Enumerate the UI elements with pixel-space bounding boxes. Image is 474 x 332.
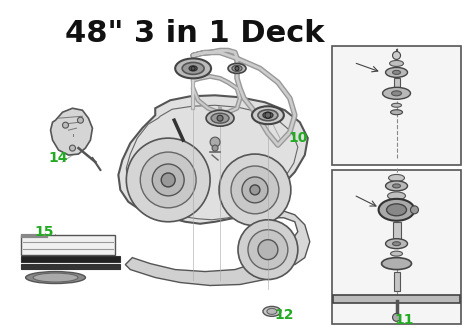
Ellipse shape — [175, 58, 211, 78]
Bar — [393, 272, 400, 291]
Ellipse shape — [258, 110, 278, 121]
Ellipse shape — [189, 66, 197, 71]
Polygon shape — [125, 255, 285, 286]
Ellipse shape — [267, 308, 277, 314]
Circle shape — [191, 66, 195, 70]
Text: 10: 10 — [288, 131, 308, 145]
Ellipse shape — [232, 65, 242, 71]
Bar — [21, 256, 120, 262]
Text: 11: 11 — [395, 313, 414, 327]
Text: 14: 14 — [49, 151, 68, 165]
Circle shape — [63, 122, 69, 128]
Circle shape — [410, 206, 419, 214]
Ellipse shape — [387, 204, 407, 216]
Circle shape — [392, 51, 401, 59]
Circle shape — [212, 145, 218, 151]
Bar — [332, 45, 461, 165]
Polygon shape — [118, 95, 308, 224]
Circle shape — [161, 173, 175, 187]
Bar — [393, 78, 400, 88]
Circle shape — [217, 115, 223, 121]
Circle shape — [70, 145, 75, 151]
Ellipse shape — [392, 70, 401, 74]
Text: 12: 12 — [274, 308, 293, 322]
Ellipse shape — [392, 91, 401, 96]
Ellipse shape — [211, 113, 229, 123]
Ellipse shape — [182, 62, 204, 74]
Circle shape — [231, 166, 279, 214]
Ellipse shape — [392, 242, 401, 246]
Ellipse shape — [392, 103, 401, 107]
Circle shape — [248, 230, 288, 270]
Ellipse shape — [385, 239, 408, 249]
Ellipse shape — [379, 199, 414, 221]
Ellipse shape — [206, 110, 234, 126]
Bar — [332, 170, 461, 324]
Bar — [333, 295, 460, 303]
Circle shape — [238, 220, 298, 280]
Polygon shape — [51, 108, 92, 155]
Ellipse shape — [228, 63, 246, 73]
Polygon shape — [268, 210, 310, 265]
Text: 15: 15 — [35, 225, 55, 239]
Bar — [392, 222, 401, 240]
Circle shape — [250, 185, 260, 195]
Circle shape — [235, 66, 239, 70]
Ellipse shape — [383, 87, 410, 99]
Circle shape — [77, 117, 83, 123]
Circle shape — [392, 313, 401, 321]
Ellipse shape — [390, 60, 403, 66]
Circle shape — [210, 137, 220, 147]
Ellipse shape — [252, 106, 284, 124]
Circle shape — [219, 154, 291, 226]
Ellipse shape — [391, 110, 402, 115]
Text: 48" 3 in 1 Deck: 48" 3 in 1 Deck — [65, 19, 325, 47]
Ellipse shape — [382, 258, 411, 270]
Circle shape — [265, 112, 271, 118]
Ellipse shape — [385, 67, 408, 77]
Circle shape — [242, 177, 268, 203]
Ellipse shape — [388, 192, 405, 200]
Circle shape — [152, 164, 184, 196]
Ellipse shape — [33, 273, 78, 282]
Ellipse shape — [391, 251, 402, 256]
Circle shape — [140, 152, 196, 208]
Ellipse shape — [385, 181, 408, 191]
Circle shape — [258, 240, 278, 260]
Ellipse shape — [389, 174, 404, 181]
Ellipse shape — [263, 306, 281, 316]
Circle shape — [127, 138, 210, 222]
Ellipse shape — [26, 272, 85, 284]
Ellipse shape — [392, 184, 401, 188]
Bar — [21, 235, 115, 255]
Ellipse shape — [263, 112, 273, 118]
Bar — [21, 264, 120, 269]
